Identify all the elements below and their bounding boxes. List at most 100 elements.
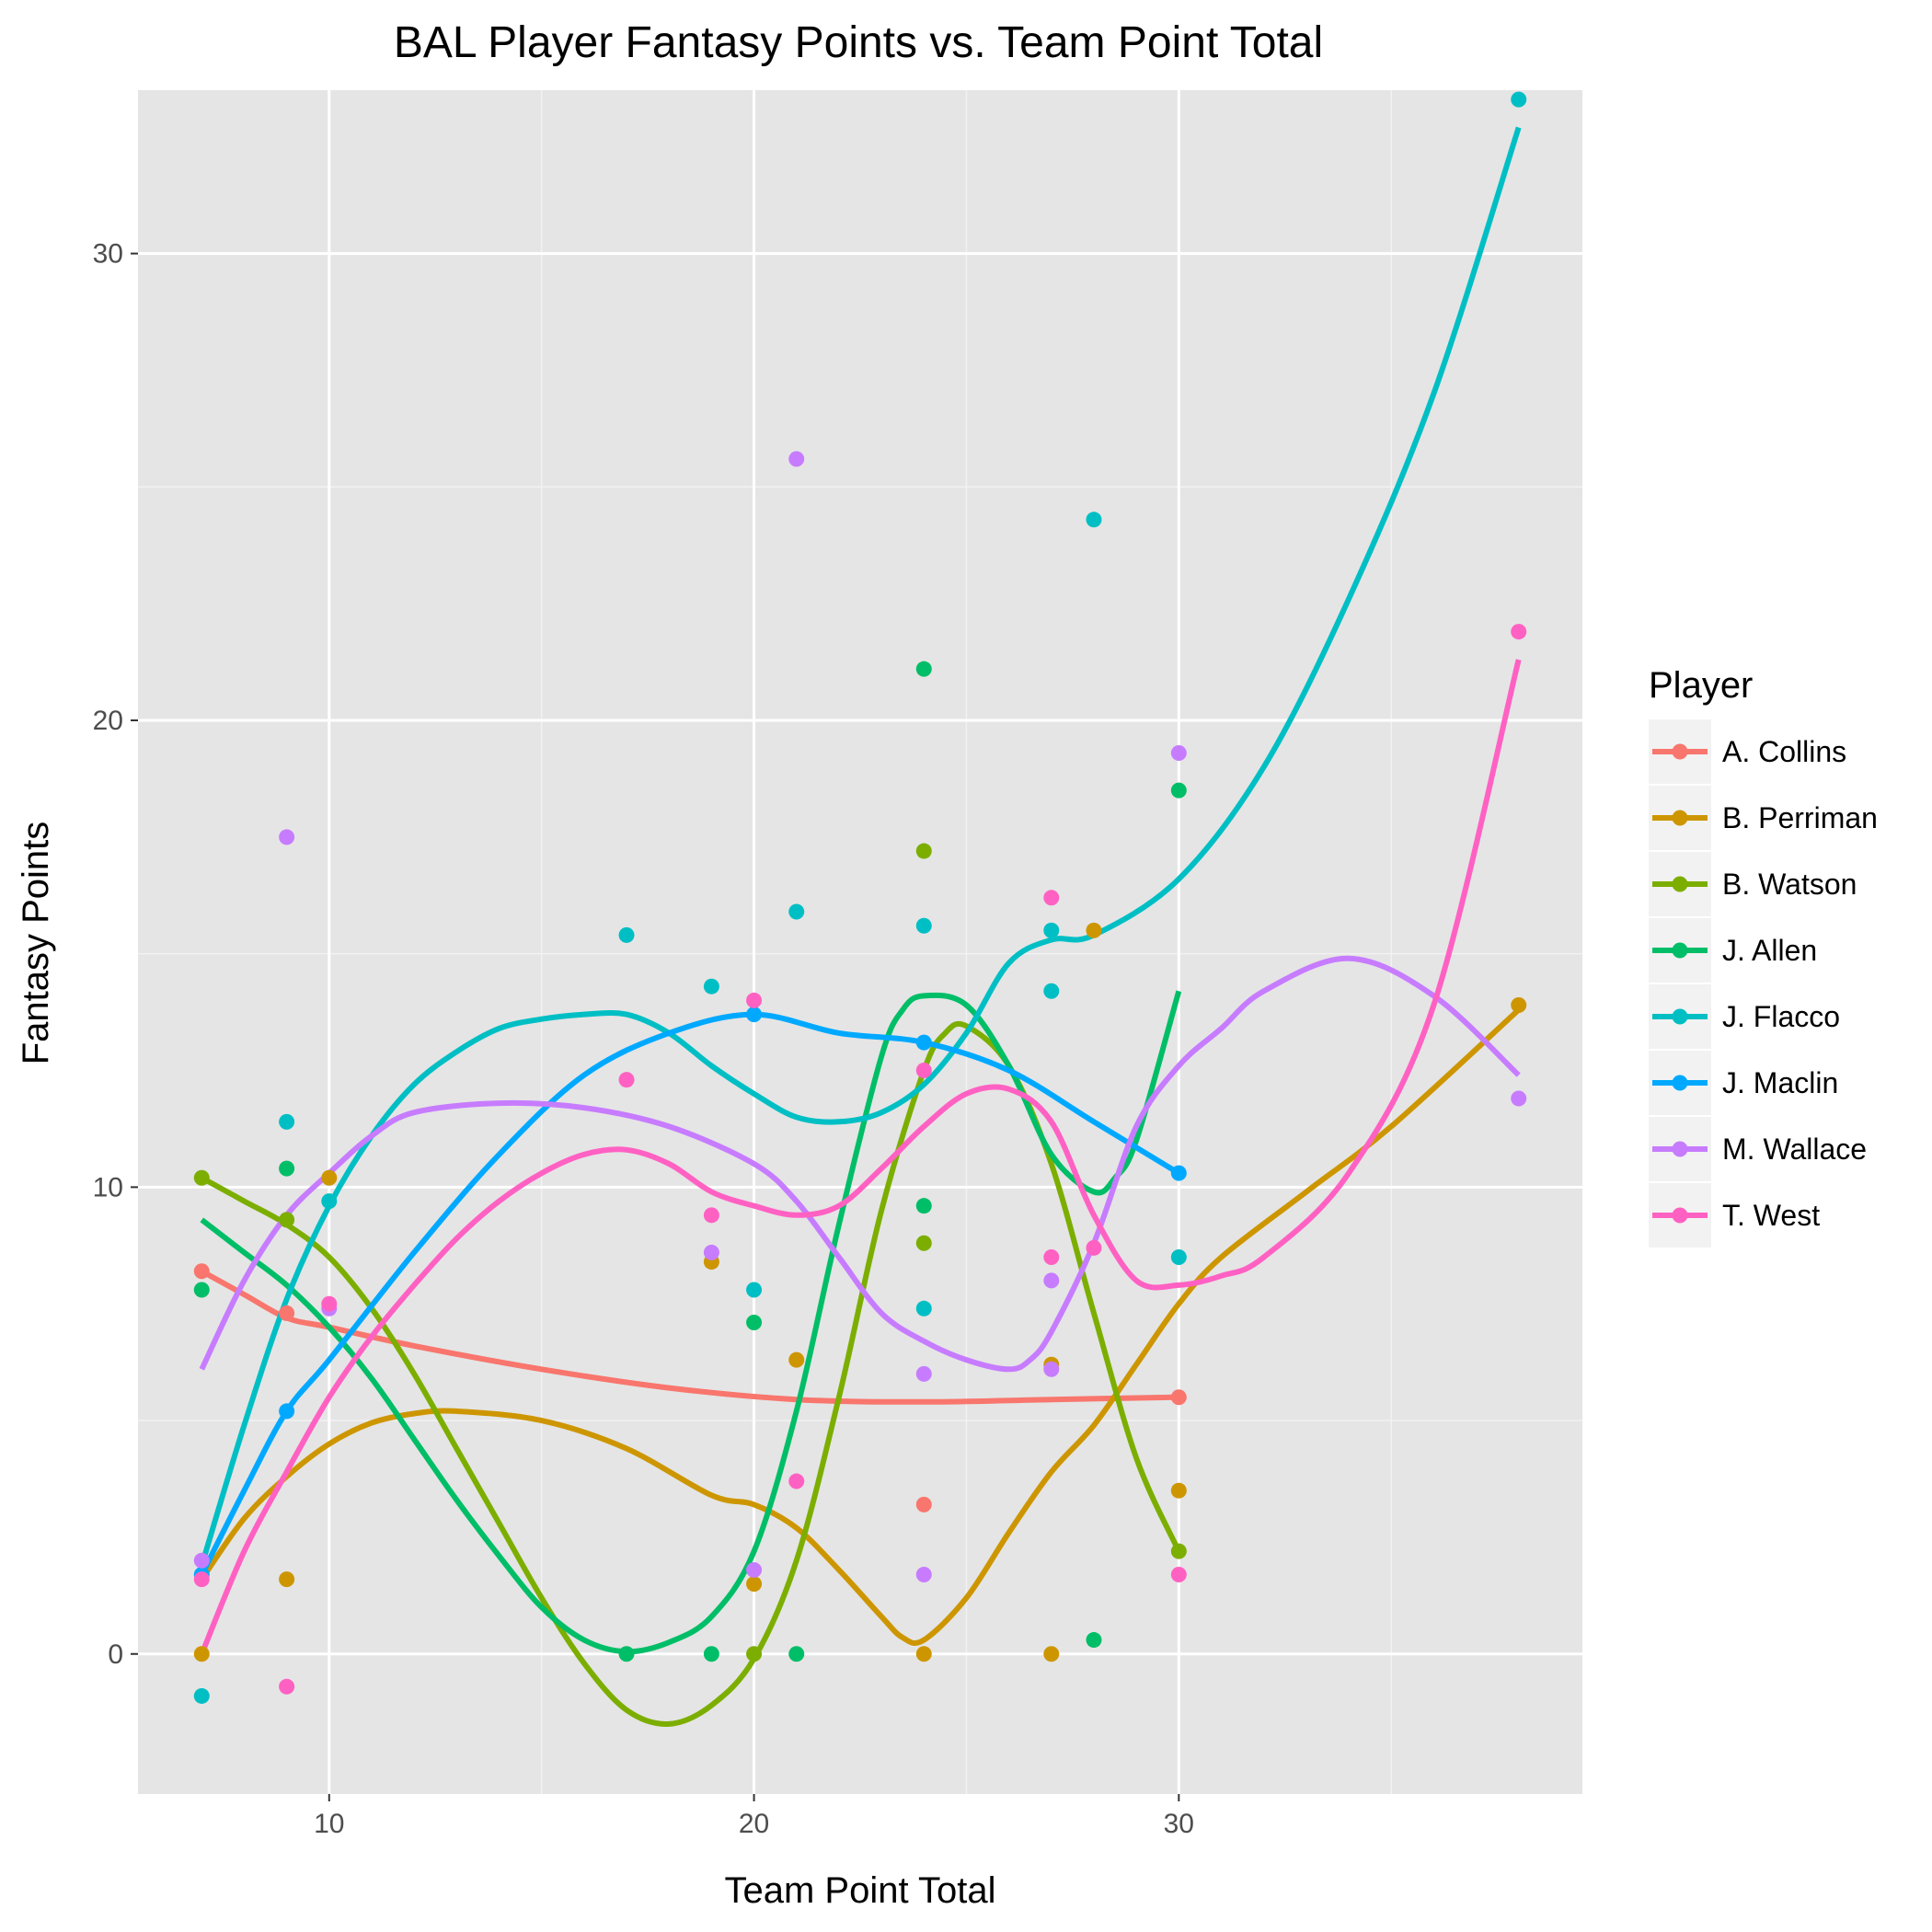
data-point — [193, 1571, 210, 1588]
data-point — [193, 1263, 210, 1280]
data-point — [321, 1193, 338, 1210]
data-point — [746, 1561, 763, 1578]
legend-key-point — [1672, 743, 1688, 760]
plot-panel — [138, 90, 1582, 1794]
data-point — [1511, 1090, 1527, 1107]
smooth-line — [199, 1007, 1521, 1647]
data-point — [915, 661, 932, 677]
data-point — [703, 1244, 719, 1260]
data-point — [746, 1315, 763, 1331]
legend-key-point — [1672, 1207, 1688, 1224]
legend-item: T. West — [1649, 1183, 1820, 1248]
data-point — [1043, 1646, 1060, 1662]
legend-item: M. Wallace — [1649, 1117, 1867, 1181]
smooth-line — [199, 955, 1521, 1373]
data-point — [1170, 1543, 1187, 1559]
data-point — [1511, 996, 1527, 1013]
chart-title: BAL Player Fantasy Points vs. Team Point… — [394, 18, 1323, 67]
data-point — [1043, 1248, 1060, 1265]
data-point — [703, 1207, 719, 1224]
grid-major — [138, 90, 1582, 1794]
data-point — [915, 1300, 932, 1317]
legend-label: J. Allen — [1722, 934, 1817, 967]
legend-key-point — [1672, 1075, 1688, 1091]
legend-item: A. Collins — [1649, 719, 1846, 784]
data-point — [746, 1006, 763, 1023]
legend-label: B. Watson — [1722, 868, 1857, 901]
data-point — [279, 1403, 295, 1420]
legend-item: J. Maclin — [1649, 1051, 1838, 1115]
legend-label: J. Maclin — [1722, 1066, 1838, 1099]
data-point — [915, 843, 932, 859]
legend-label: M. Wallace — [1722, 1133, 1867, 1166]
x-tick-label: 20 — [739, 1809, 769, 1839]
legend-title: Player — [1649, 665, 1753, 706]
data-point — [618, 926, 635, 943]
data-point — [1170, 1482, 1187, 1499]
data-points — [193, 91, 1527, 1704]
data-point — [193, 1687, 210, 1704]
data-point — [193, 1646, 210, 1662]
data-point — [746, 1576, 763, 1593]
data-point — [1170, 1165, 1187, 1181]
data-point — [703, 1646, 719, 1662]
data-point — [1170, 745, 1187, 762]
data-point — [915, 1235, 932, 1251]
data-point — [788, 1646, 805, 1662]
data-point — [703, 978, 719, 995]
data-point — [1170, 1389, 1187, 1406]
data-point — [915, 1365, 932, 1382]
data-point — [1086, 1239, 1102, 1256]
data-point — [279, 1212, 295, 1228]
data-point — [1043, 983, 1060, 999]
y-axis-title: Fantasy Points — [16, 822, 56, 1065]
legend-label: T. West — [1722, 1199, 1820, 1232]
legend-label: B. Perriman — [1722, 801, 1878, 834]
data-point — [788, 903, 805, 920]
legend-items: A. Collins B. Perriman B. Watson J. Allen J.… — [1649, 719, 1878, 1248]
data-point — [1511, 624, 1527, 640]
x-axis-title: Team Point Total — [725, 1870, 996, 1911]
data-point — [915, 1034, 932, 1051]
legend-label: A. Collins — [1722, 735, 1846, 768]
data-point — [788, 451, 805, 467]
data-point — [279, 1113, 295, 1130]
x-axis: 10 20 30 — [314, 1794, 1194, 1839]
smooth-line — [199, 126, 1522, 1567]
data-point — [193, 1282, 210, 1298]
data-point — [279, 829, 295, 845]
data-point — [279, 1305, 295, 1321]
legend-label: J. Flacco — [1722, 1000, 1840, 1033]
data-point — [1043, 890, 1060, 906]
data-point — [746, 1282, 763, 1298]
y-tick-label: 30 — [93, 239, 123, 270]
legend: Player A. Collins B. Perriman B. Watson J. … — [1649, 665, 1878, 1248]
data-point — [915, 917, 932, 934]
data-point — [1170, 782, 1187, 799]
data-point — [618, 1072, 635, 1088]
x-tick-label: 10 — [314, 1809, 344, 1839]
smooth-line — [200, 990, 1182, 1655]
legend-item: J. Allen — [1649, 918, 1817, 983]
y-axis: 0 10 20 30 — [93, 239, 138, 1670]
data-point — [915, 1646, 932, 1662]
data-point — [279, 1571, 295, 1588]
x-tick-label: 30 — [1164, 1809, 1194, 1839]
data-point — [788, 1351, 805, 1368]
y-tick-label: 10 — [93, 1172, 123, 1202]
data-point — [1086, 512, 1102, 528]
smooth-line — [199, 659, 1522, 1655]
legend-key-point — [1672, 876, 1688, 892]
data-point — [1170, 1567, 1187, 1583]
data-point — [915, 1496, 932, 1512]
data-point — [915, 1198, 932, 1214]
y-tick-label: 0 — [108, 1639, 123, 1670]
data-point — [279, 1160, 295, 1177]
data-point — [746, 1646, 763, 1662]
data-point — [1043, 1361, 1060, 1377]
data-point — [618, 1646, 635, 1662]
data-point — [1086, 1632, 1102, 1649]
data-point — [915, 1063, 932, 1079]
legend-key-point — [1672, 942, 1688, 959]
